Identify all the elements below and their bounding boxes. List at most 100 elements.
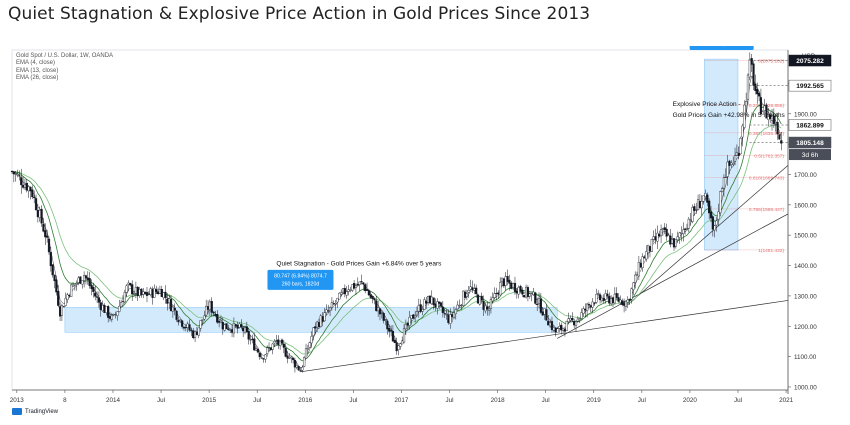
- candle-body: [243, 327, 247, 333]
- candle-body: [504, 276, 507, 286]
- candle-body: [661, 228, 665, 231]
- candle-body: [110, 315, 113, 320]
- candle-body: [621, 300, 624, 305]
- plot-frame: [11, 49, 789, 391]
- candle-body: [284, 348, 287, 357]
- candle-body: [267, 347, 271, 349]
- candle-body: [136, 286, 139, 297]
- tradingview-logo[interactable]: TradingView: [12, 408, 58, 415]
- range-box-1: [704, 58, 739, 251]
- candle-body: [735, 152, 738, 156]
- candle-body: [678, 232, 681, 238]
- y-tick-label: 1400.00: [794, 263, 817, 270]
- candle-body: [556, 328, 559, 333]
- candle-body: [199, 320, 202, 329]
- candle-body: [195, 331, 199, 335]
- candle-body: [578, 318, 581, 321]
- price-label-box: [788, 79, 832, 92]
- candle-body: [428, 295, 432, 304]
- candle-body: [266, 347, 269, 354]
- x-tick-label: 2021: [779, 397, 794, 404]
- y-tick-label: 1100.00: [794, 354, 817, 361]
- gold-price-chart[interactable]: 1000.00 1100.00 1200.00 1300.00 1400.00 1500.…: [0, 30, 850, 420]
- y-tick-label: 1200.00: [794, 324, 817, 331]
- candle-body: [210, 301, 213, 313]
- x-tick-label: 2019: [587, 397, 602, 404]
- candle-body: [393, 340, 396, 343]
- candle-body: [288, 357, 291, 359]
- candle-body: [229, 329, 232, 331]
- candle-body: [480, 295, 483, 301]
- candle-body: [454, 309, 457, 315]
- candle-body: [726, 161, 729, 177]
- candle-body: [598, 294, 602, 301]
- candle-body: [236, 325, 239, 329]
- candle-body: [722, 177, 726, 189]
- candle-body: [264, 354, 267, 360]
- candle-body: [25, 182, 28, 191]
- candle-body: [49, 252, 52, 267]
- candle-body: [462, 290, 465, 306]
- candle-body: [641, 256, 644, 269]
- candle-body: [711, 216, 714, 230]
- candle-body: [720, 188, 724, 192]
- candle-body: [515, 290, 518, 294]
- candle-body: [656, 232, 659, 242]
- candle-body: [160, 289, 163, 297]
- candle-body: [752, 63, 755, 86]
- candle-body: [406, 323, 409, 326]
- candle-body: [421, 309, 424, 312]
- candle-body: [713, 225, 716, 231]
- candle-body: [223, 324, 226, 331]
- annotation: Explosive Price Action -: [673, 101, 741, 108]
- candle-body: [358, 281, 361, 285]
- candle-body: [343, 288, 346, 295]
- candle-body: [634, 274, 637, 283]
- candle-body: [388, 328, 391, 332]
- candle-body: [415, 311, 419, 316]
- candle-body: [273, 341, 276, 344]
- candle-body: [563, 329, 567, 332]
- candle-body: [463, 291, 467, 298]
- candle-body: [434, 303, 437, 308]
- candle-body: [262, 358, 265, 360]
- candle-body: [240, 324, 243, 328]
- candle-body: [79, 276, 82, 284]
- candle-body: [107, 306, 110, 318]
- x-tick-label: 2016: [298, 397, 313, 404]
- candle-body: [500, 277, 504, 283]
- candle-body: [140, 288, 143, 296]
- candle-body: [62, 306, 65, 308]
- candle-body: [543, 308, 546, 315]
- candle-body: [293, 360, 297, 368]
- candle-body: [290, 356, 293, 359]
- candle-body: [173, 307, 176, 311]
- candle-body: [761, 111, 764, 115]
- candle-body: [279, 340, 282, 347]
- candle-body: [367, 290, 370, 296]
- candle-body: [90, 284, 93, 289]
- candle-body: [732, 162, 735, 165]
- candle-body: [417, 304, 420, 312]
- candle-body: [399, 343, 402, 347]
- candle-body: [672, 238, 676, 248]
- price-label-box: [788, 136, 832, 149]
- candle-body: [297, 365, 300, 371]
- candle-body: [584, 308, 587, 311]
- candle-body: [750, 58, 753, 65]
- candle-body: [499, 282, 502, 296]
- candle-body: [619, 299, 622, 303]
- price-label-box: [788, 119, 832, 131]
- chart-area[interactable]: 1000.00 1100.00 1200.00 1300.00 1400.00 1500.…: [0, 30, 850, 420]
- candle-body: [571, 317, 574, 321]
- candle-body: [179, 319, 182, 322]
- candle-body: [402, 328, 406, 343]
- candle-body: [776, 121, 779, 135]
- indicator-ema26: EMA (26, close): [16, 75, 59, 82]
- candle-body: [286, 355, 289, 359]
- x-tick-label: Jul: [734, 397, 742, 404]
- candle-body: [558, 326, 561, 329]
- candle-body: [254, 348, 258, 351]
- candle-body: [587, 304, 591, 306]
- range-box-0: [64, 307, 558, 333]
